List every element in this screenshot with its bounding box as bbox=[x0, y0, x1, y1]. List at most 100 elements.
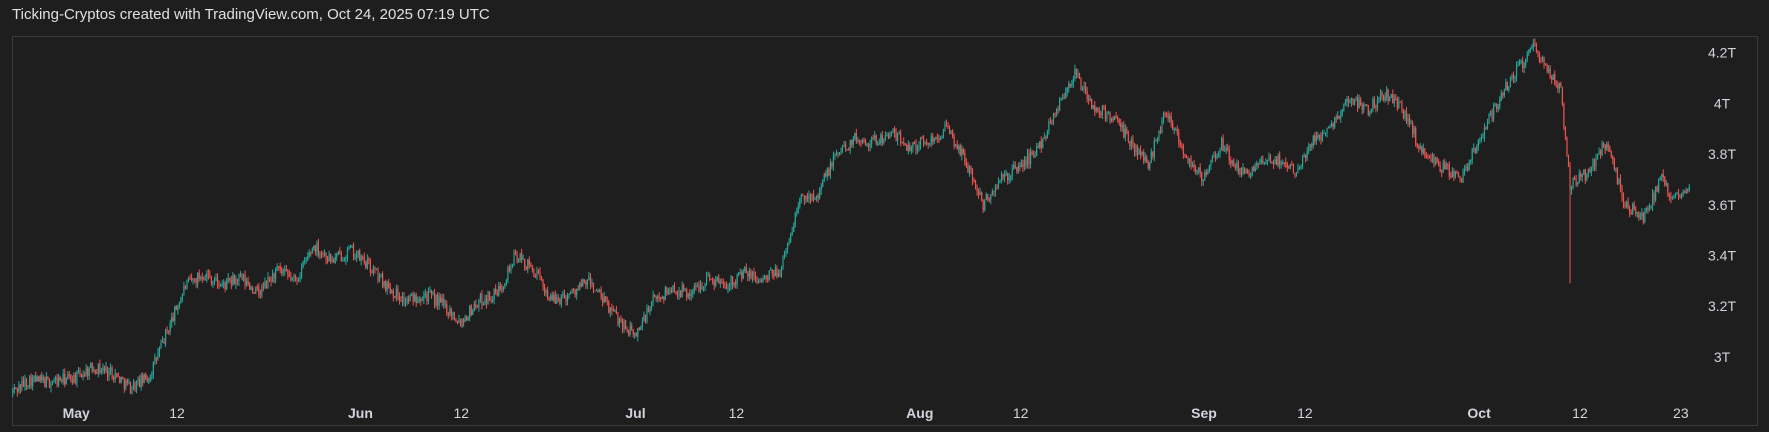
candle-body bbox=[508, 267, 511, 272]
candle-body bbox=[284, 269, 286, 272]
candle-body bbox=[446, 304, 448, 314]
candle-body bbox=[495, 288, 497, 294]
candle-body bbox=[337, 252, 339, 254]
candle-body bbox=[1010, 175, 1012, 178]
candle-body bbox=[1572, 178, 1574, 188]
candle-body bbox=[1415, 128, 1417, 144]
candle-body bbox=[245, 280, 248, 285]
candle-body bbox=[730, 276, 732, 286]
candle-body bbox=[874, 135, 876, 139]
candle-body bbox=[1413, 128, 1415, 134]
candle-body bbox=[811, 194, 813, 201]
candle-body bbox=[1679, 197, 1681, 199]
candle-body bbox=[857, 140, 859, 142]
candle-body bbox=[1343, 104, 1345, 110]
candle-body bbox=[802, 194, 804, 196]
candle-body bbox=[304, 260, 306, 262]
candle-body bbox=[71, 380, 73, 384]
candle-body bbox=[65, 377, 67, 385]
candle-body bbox=[1664, 176, 1666, 185]
candle-body bbox=[146, 378, 148, 382]
candle-body bbox=[1598, 151, 1600, 155]
candle-body bbox=[819, 190, 821, 199]
candle-body bbox=[452, 312, 454, 316]
candle-body bbox=[1601, 143, 1603, 155]
candle-body bbox=[872, 138, 874, 140]
candle-body bbox=[401, 296, 404, 302]
candle-body bbox=[1375, 107, 1377, 109]
candle-body bbox=[907, 145, 909, 151]
candle-body bbox=[91, 363, 93, 372]
candle-body bbox=[342, 260, 344, 262]
candle-body bbox=[783, 253, 786, 258]
candle-body bbox=[1445, 164, 1447, 170]
candle-body bbox=[583, 279, 585, 282]
candle-body bbox=[962, 149, 964, 153]
candle-body bbox=[177, 307, 179, 311]
candle-body bbox=[654, 294, 656, 297]
candle-body bbox=[837, 153, 839, 155]
candle-body bbox=[76, 370, 78, 383]
candle-body bbox=[1039, 140, 1041, 148]
candle-body bbox=[1237, 162, 1240, 174]
candle-body bbox=[1231, 160, 1233, 164]
candle-body bbox=[829, 162, 831, 176]
candle-body bbox=[397, 288, 399, 297]
candle-body bbox=[498, 285, 500, 296]
candle-body bbox=[296, 279, 298, 281]
candle-body bbox=[1431, 154, 1434, 162]
candle-body bbox=[1589, 168, 1591, 173]
candle-body bbox=[678, 290, 680, 296]
candle-body bbox=[1370, 109, 1372, 113]
candle-body bbox=[1401, 102, 1403, 110]
candle-body bbox=[1581, 173, 1583, 178]
candle-body bbox=[841, 146, 844, 149]
candle-body bbox=[675, 291, 677, 295]
candle-body bbox=[1456, 170, 1458, 173]
candle-body bbox=[1583, 169, 1585, 174]
candle-body bbox=[1655, 186, 1657, 201]
candle-body bbox=[1127, 133, 1129, 142]
candle-body bbox=[1262, 159, 1264, 163]
candle-body bbox=[421, 300, 423, 302]
candle-body bbox=[718, 277, 720, 284]
candle-body bbox=[913, 142, 916, 145]
candle-body bbox=[39, 375, 41, 382]
candle-body bbox=[753, 271, 755, 276]
candle-body bbox=[125, 380, 127, 389]
candle-body bbox=[695, 286, 697, 288]
candle-body bbox=[210, 277, 213, 285]
candle-body bbox=[921, 138, 923, 140]
candle-body bbox=[901, 142, 903, 144]
candle-body bbox=[1165, 114, 1168, 116]
candle-body bbox=[1285, 162, 1287, 165]
candle-body bbox=[30, 376, 32, 387]
candle-body bbox=[944, 124, 946, 131]
candle-body bbox=[1641, 212, 1643, 216]
candle-body bbox=[507, 267, 509, 281]
x-tick-label: 12 bbox=[1572, 405, 1588, 421]
candle-body bbox=[1378, 97, 1380, 100]
candle-body bbox=[956, 144, 958, 150]
candle-body bbox=[1515, 65, 1518, 78]
candle-body bbox=[1369, 112, 1371, 115]
candle-body bbox=[851, 139, 853, 145]
candle-body bbox=[1337, 115, 1339, 119]
candle-body bbox=[1008, 177, 1010, 180]
candle-body bbox=[1434, 157, 1437, 165]
candle-body bbox=[1263, 162, 1265, 164]
candle-body bbox=[297, 279, 300, 281]
candle-body bbox=[256, 286, 258, 288]
candle-body bbox=[852, 138, 854, 145]
candle-body bbox=[1178, 132, 1180, 143]
candle-body bbox=[684, 289, 686, 291]
candle-body bbox=[687, 293, 689, 298]
candle-body bbox=[1619, 179, 1622, 189]
candle-body bbox=[1170, 116, 1172, 123]
candle-body bbox=[377, 269, 379, 281]
candle-body bbox=[142, 375, 144, 384]
candle-body bbox=[1097, 108, 1099, 112]
candle-body bbox=[1052, 113, 1055, 123]
candle-body bbox=[36, 376, 38, 382]
